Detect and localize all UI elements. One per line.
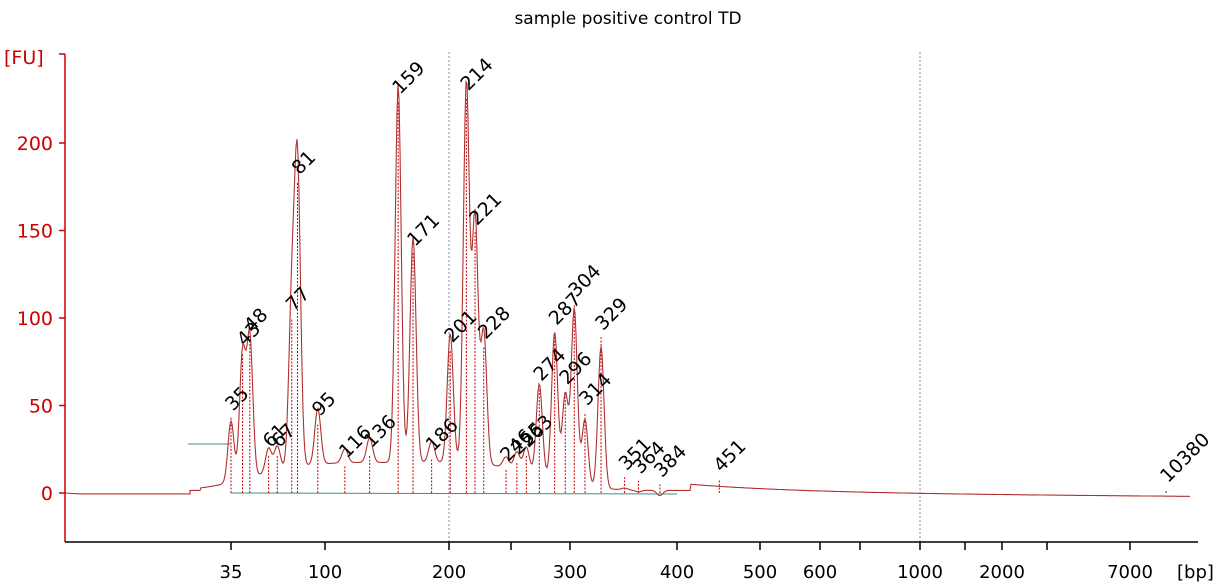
- guide-lines: [448, 52, 921, 542]
- x-tick-label-1000: 1000: [897, 562, 943, 583]
- peak-marker-lines: [230, 97, 1167, 493]
- peak-451-label: 451: [709, 435, 750, 476]
- y-axis-label: [FU]: [4, 47, 44, 69]
- x-tick-label-500: 500: [743, 562, 777, 583]
- x-tick-label-200: 200: [432, 562, 466, 583]
- x-tick-label-300: 300: [553, 562, 587, 583]
- peak-95-label: 95: [308, 388, 341, 421]
- peak-77-label: 77: [282, 283, 315, 316]
- peak-214-label: 214: [456, 54, 497, 95]
- x-tick-label-7000: 7000: [1107, 562, 1153, 583]
- y-tick-label-0: 0: [41, 483, 53, 505]
- y-tick-label-200: 200: [17, 133, 53, 155]
- x-tick-label-100: 100: [308, 562, 342, 583]
- x-axis-label: [bp]: [1177, 562, 1214, 583]
- x-tick-label-35: 35: [220, 562, 243, 583]
- signal-trace: [64, 79, 1190, 497]
- y-tick-label-100: 100: [17, 308, 53, 330]
- peak-81-label: 81: [288, 146, 321, 179]
- x-tick-label-400: 400: [660, 562, 694, 583]
- y-tick-label-50: 50: [29, 396, 53, 418]
- chart-axes: 0 50 100 150 200 35 100 200 300 400 500 600 1000 2000…: [17, 53, 1198, 583]
- x-tick-label-600: 600: [803, 562, 837, 583]
- peak-labels: 3543486167778195116136159171186201214221…: [221, 54, 1214, 487]
- chart-title: sample positive control TD: [514, 9, 741, 29]
- lower-marker-35-label: 35: [221, 383, 254, 416]
- upper-marker-10380-label: 10380: [1156, 429, 1214, 487]
- baseline-group: [188, 443, 678, 495]
- y-tick-label-150: 150: [17, 221, 53, 243]
- baseline-line: [230, 492, 678, 495]
- peak-221-label: 221: [465, 189, 506, 230]
- peak-159-label: 159: [388, 57, 429, 98]
- peak-171-label: 171: [403, 210, 444, 251]
- x-tick-label-2000: 2000: [979, 562, 1025, 583]
- peak-329-label: 329: [591, 294, 632, 335]
